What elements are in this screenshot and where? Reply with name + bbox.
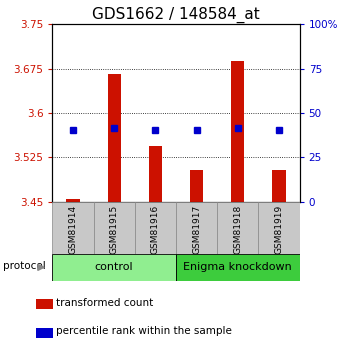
Text: GSM81917: GSM81917 <box>192 204 201 254</box>
Text: control: control <box>95 263 134 272</box>
Bar <box>36 299 53 309</box>
Text: percentile rank within the sample: percentile rank within the sample <box>56 326 232 336</box>
Text: GSM81915: GSM81915 <box>110 204 119 254</box>
Bar <box>66 199 79 202</box>
Text: Enigma knockdown: Enigma knockdown <box>183 263 292 272</box>
Text: GSM81918: GSM81918 <box>233 204 242 254</box>
Bar <box>108 75 121 202</box>
Bar <box>93 202 135 254</box>
Bar <box>190 170 203 202</box>
Bar <box>176 202 217 254</box>
Title: GDS1662 / 148584_at: GDS1662 / 148584_at <box>92 7 260 23</box>
Bar <box>149 146 162 202</box>
Bar <box>176 254 300 281</box>
Text: transformed count: transformed count <box>56 298 153 308</box>
Bar <box>52 254 176 281</box>
Bar <box>36 328 53 337</box>
Text: protocol: protocol <box>3 261 45 271</box>
Bar <box>273 170 286 202</box>
Bar <box>217 202 258 254</box>
Bar <box>135 202 176 254</box>
Text: GSM81914: GSM81914 <box>69 204 78 254</box>
Bar <box>52 202 93 254</box>
Text: GSM81916: GSM81916 <box>151 204 160 254</box>
Bar <box>231 61 244 202</box>
Text: GSM81919: GSM81919 <box>274 204 283 254</box>
Bar <box>258 202 300 254</box>
